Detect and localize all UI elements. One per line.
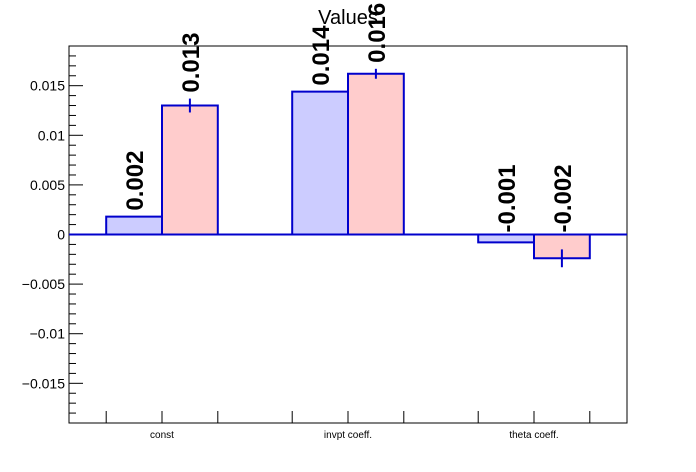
- x-category-label: const: [150, 430, 174, 441]
- chart-title: Values: [318, 7, 378, 29]
- data-label: -0.002: [550, 164, 577, 232]
- bar: [106, 216, 162, 235]
- bar: [534, 234, 590, 259]
- data-label: 0.013: [178, 33, 205, 93]
- y-tick-label: −0.01: [30, 326, 66, 342]
- bar: [478, 234, 534, 243]
- data-label: 0.014: [308, 25, 335, 86]
- y-tick-label: −0.015: [22, 375, 65, 391]
- x-category-label: invpt coeff.: [324, 430, 372, 441]
- y-tick-label: 0.005: [30, 177, 65, 193]
- data-label: 0.002: [122, 151, 149, 211]
- plot-area: −0.015 −0.01 −0.005 0 0.005 0.01 0.015 0.002 0.0…: [22, 3, 628, 441]
- y-tick-label: 0.015: [30, 78, 65, 94]
- data-label: -0.001: [494, 164, 521, 232]
- data-label: 0.016: [364, 3, 391, 63]
- bar: [292, 91, 348, 235]
- bar: [162, 105, 218, 235]
- y-tick-label: 0: [57, 227, 65, 243]
- y-tick-label: 0.01: [38, 127, 65, 143]
- y-tick-label: −0.005: [22, 276, 65, 292]
- x-category-label: theta coeff.: [509, 430, 558, 441]
- bar: [348, 73, 404, 235]
